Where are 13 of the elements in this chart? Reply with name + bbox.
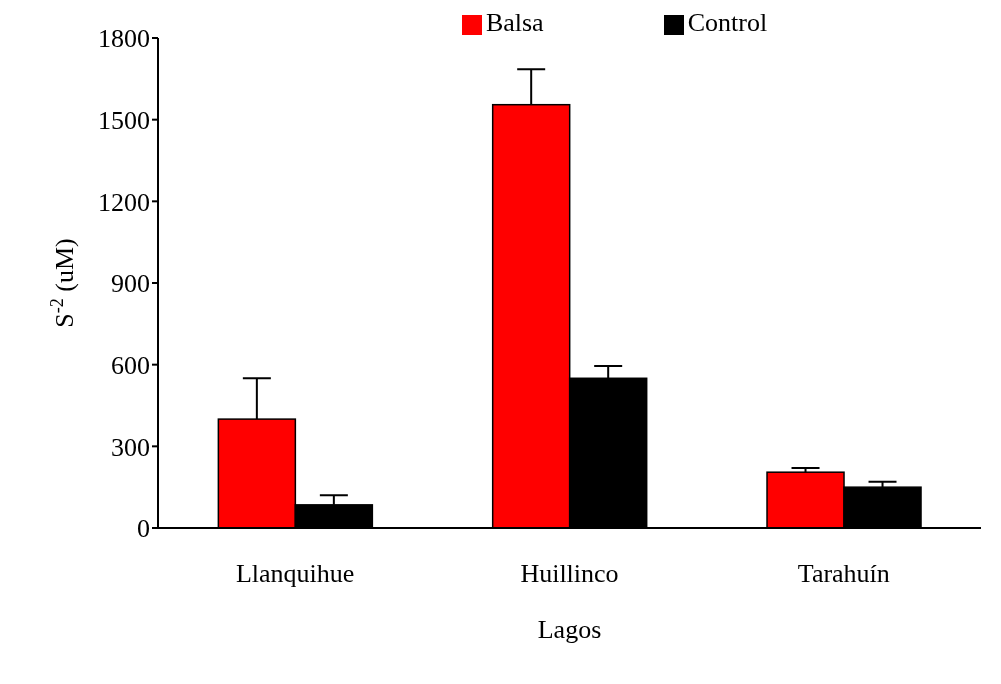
legend-label: Control (687, 8, 768, 37)
y-tick-label: 900 (111, 269, 150, 299)
y-tick-label: 300 (111, 432, 150, 462)
y-tick-label: 1200 (98, 187, 150, 217)
x-tick-label: Huillinco (520, 559, 619, 589)
x-axis-title: Lagos (537, 615, 602, 644)
x-tick-label: Tarahuín (797, 559, 890, 589)
x-tick-label: Llanquihue (235, 559, 355, 589)
y-tick-label: 0 (137, 514, 150, 544)
legend-label: Balsa (485, 8, 544, 37)
y-tick-label: 1500 (98, 105, 150, 135)
y-tick-label: 600 (111, 350, 150, 380)
y-tick-label: 1800 (98, 24, 150, 54)
